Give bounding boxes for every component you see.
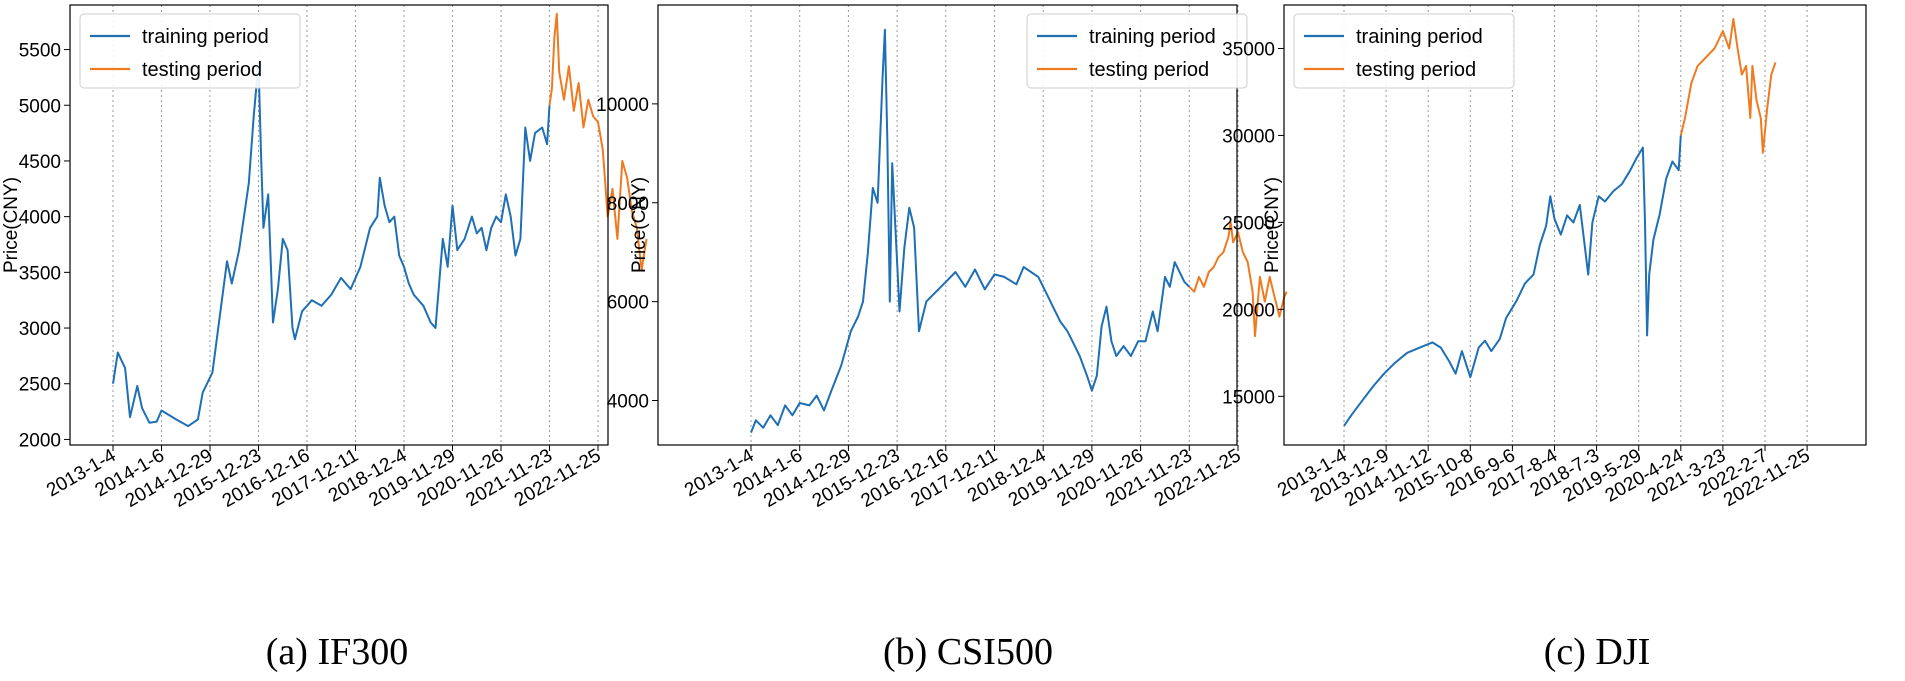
legend: training period testing period	[1293, 13, 1515, 89]
legend: training period testing period	[79, 13, 301, 89]
plot-frame	[1283, 4, 1867, 446]
y-tick-label: 15000	[1222, 387, 1275, 408]
legend-box	[1293, 13, 1515, 89]
y-axis-label: Price(CNY)	[1262, 177, 1283, 273]
chart-panel-csi500: 2013-1-42014-1-62014-12-292015-12-232016…	[596, 4, 1288, 512]
legend-box	[79, 13, 301, 89]
legend-label-training: training period	[142, 26, 269, 48]
y-tick-label: 35000	[1222, 39, 1275, 60]
y-tick-label: 5500	[19, 41, 61, 62]
chart-panel-if300: 2013-1-42014-1-62014-12-292015-12-232016…	[1, 4, 648, 512]
y-tick-label: 3500	[19, 263, 61, 284]
legend-box	[1026, 13, 1248, 89]
chart-panel-dji: 2013-1-42013-12-92014-11-122015-10-82016…	[1222, 4, 1867, 511]
y-tick-label: 6000	[607, 293, 649, 314]
legend-label-testing: testing period	[142, 59, 262, 81]
y-tick-label: 4500	[19, 152, 61, 173]
y-tick-label: 4000	[19, 208, 61, 229]
legend-label-training: training period	[1089, 26, 1216, 48]
series-line-testing	[548, 12, 648, 272]
y-tick-label: 2500	[19, 375, 61, 396]
plot-frame	[657, 4, 1238, 446]
y-tick-label: 25000	[1222, 213, 1275, 234]
y-tick-label: 3000	[19, 319, 61, 340]
legend-label-training: training period	[1356, 26, 1483, 48]
series-line-testing	[1679, 17, 1777, 154]
series-line-training	[750, 28, 1191, 433]
plot-frame	[69, 4, 609, 446]
y-tick-label: 30000	[1222, 126, 1275, 147]
caption-csi500: (b) CSI500	[883, 631, 1053, 673]
y-tick-label: 4000	[607, 392, 649, 413]
y-tick-label: 5000	[19, 96, 61, 117]
legend-label-testing: testing period	[1356, 59, 1476, 81]
y-tick-label: 2000	[19, 430, 61, 451]
series-line-training	[112, 61, 551, 428]
y-axis-label: Price(CNY)	[1, 177, 22, 273]
series-line-testing	[1188, 221, 1288, 338]
series-line-training	[1343, 135, 1682, 427]
caption-if300: (a) IF300	[266, 631, 408, 673]
y-tick-label: 10000	[596, 95, 649, 116]
caption-dji: (c) DJI	[1544, 631, 1651, 673]
legend-label-testing: testing period	[1089, 59, 1209, 81]
y-tick-label: 20000	[1222, 300, 1275, 321]
legend: training period testing period	[1026, 13, 1248, 89]
y-tick-label: 8000	[607, 194, 649, 215]
y-axis-label: Price(CNY)	[629, 177, 650, 273]
